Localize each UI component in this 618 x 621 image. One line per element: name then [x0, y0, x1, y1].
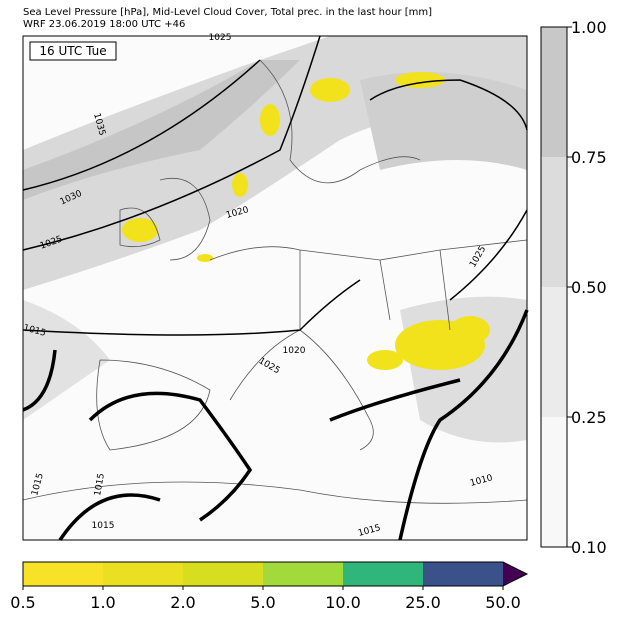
cloud-colorbar: 1.00 0.75 0.50 0.25 0.10 — [540, 18, 607, 557]
colorbar-segment — [183, 562, 263, 586]
colorbar-label: 0.25 — [571, 408, 607, 427]
colorbar-segment — [343, 562, 423, 586]
coastlines — [22, 59, 528, 504]
colorbar-label: 5.0 — [250, 593, 275, 612]
colorbar-frame — [22, 561, 529, 587]
colorbar-label: 50.0 — [485, 593, 521, 612]
colorbar-segment — [103, 562, 183, 586]
cloud-shade — [360, 72, 527, 170]
colorbar-label: 0.50 — [571, 278, 607, 297]
colorbar-segment — [541, 27, 567, 157]
colorbar-segment — [263, 562, 343, 586]
title-line-1: Sea Level Pressure [hPa], Mid-Level Clou… — [23, 7, 432, 18]
map-frame — [22, 35, 528, 541]
colorbar-label: 25.0 — [405, 593, 441, 612]
colorbar-extend — [503, 562, 527, 586]
colorbar-label: 1.0 — [90, 593, 115, 612]
cloud-shade — [23, 60, 300, 200]
colorbar-label: 0.10 — [571, 538, 607, 557]
map-area: 16 UTC Tue 10251035103010251020101510201… — [22, 33, 529, 541]
precip-colorbar: 0.5 1.0 2.0 5.0 10.0 25.0 50.0 — [10, 561, 529, 612]
colorbar-label: 1.00 — [571, 18, 607, 37]
colorbar-segment — [23, 562, 103, 586]
precipitation — [122, 72, 490, 370]
colorbar-label: 0.5 — [10, 593, 35, 612]
contour-label: 1015 — [93, 473, 107, 497]
colorbar-label: 0.75 — [571, 148, 607, 167]
contour-label: 1015 — [92, 521, 115, 531]
title-line-2: WRF 23.06.2019 18:00 UTC +46 — [23, 19, 185, 30]
isobars-bold — [22, 309, 529, 541]
colorbar-segment — [541, 417, 567, 547]
contour-label: 1020 — [283, 346, 306, 356]
colorbar-label: 10.0 — [325, 593, 361, 612]
isobars — [22, 35, 528, 336]
colorbar-segment — [541, 287, 567, 417]
colorbar-label: 2.0 — [170, 593, 195, 612]
time-label-box — [29, 41, 117, 61]
colorbar-segment — [541, 157, 567, 287]
time-label: 16 UTC Tue — [39, 44, 106, 58]
colorbar-segment — [423, 562, 503, 586]
contour-label: 1025 — [209, 33, 232, 43]
